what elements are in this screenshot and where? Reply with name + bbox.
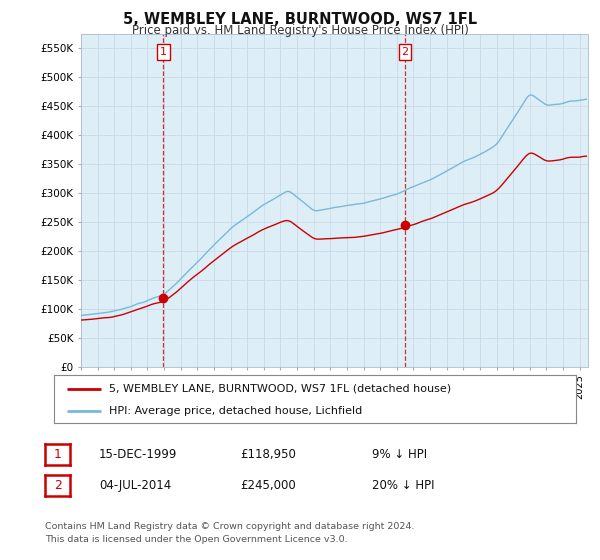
Text: 1: 1: [160, 47, 167, 57]
Text: HPI: Average price, detached house, Lichfield: HPI: Average price, detached house, Lich…: [109, 406, 362, 416]
Text: 04-JUL-2014: 04-JUL-2014: [99, 479, 171, 492]
Text: £245,000: £245,000: [240, 479, 296, 492]
Text: 20% ↓ HPI: 20% ↓ HPI: [372, 479, 434, 492]
Text: 9% ↓ HPI: 9% ↓ HPI: [372, 448, 427, 461]
Text: 2: 2: [53, 479, 62, 492]
Text: 1: 1: [53, 448, 62, 461]
Text: Price paid vs. HM Land Registry's House Price Index (HPI): Price paid vs. HM Land Registry's House …: [131, 24, 469, 36]
Text: Contains HM Land Registry data © Crown copyright and database right 2024.
This d: Contains HM Land Registry data © Crown c…: [45, 522, 415, 544]
Text: 2: 2: [401, 47, 409, 57]
Text: 15-DEC-1999: 15-DEC-1999: [99, 448, 178, 461]
Text: 5, WEMBLEY LANE, BURNTWOOD, WS7 1FL: 5, WEMBLEY LANE, BURNTWOOD, WS7 1FL: [123, 12, 477, 27]
Text: 5, WEMBLEY LANE, BURNTWOOD, WS7 1FL (detached house): 5, WEMBLEY LANE, BURNTWOOD, WS7 1FL (det…: [109, 384, 451, 394]
Text: £118,950: £118,950: [240, 448, 296, 461]
